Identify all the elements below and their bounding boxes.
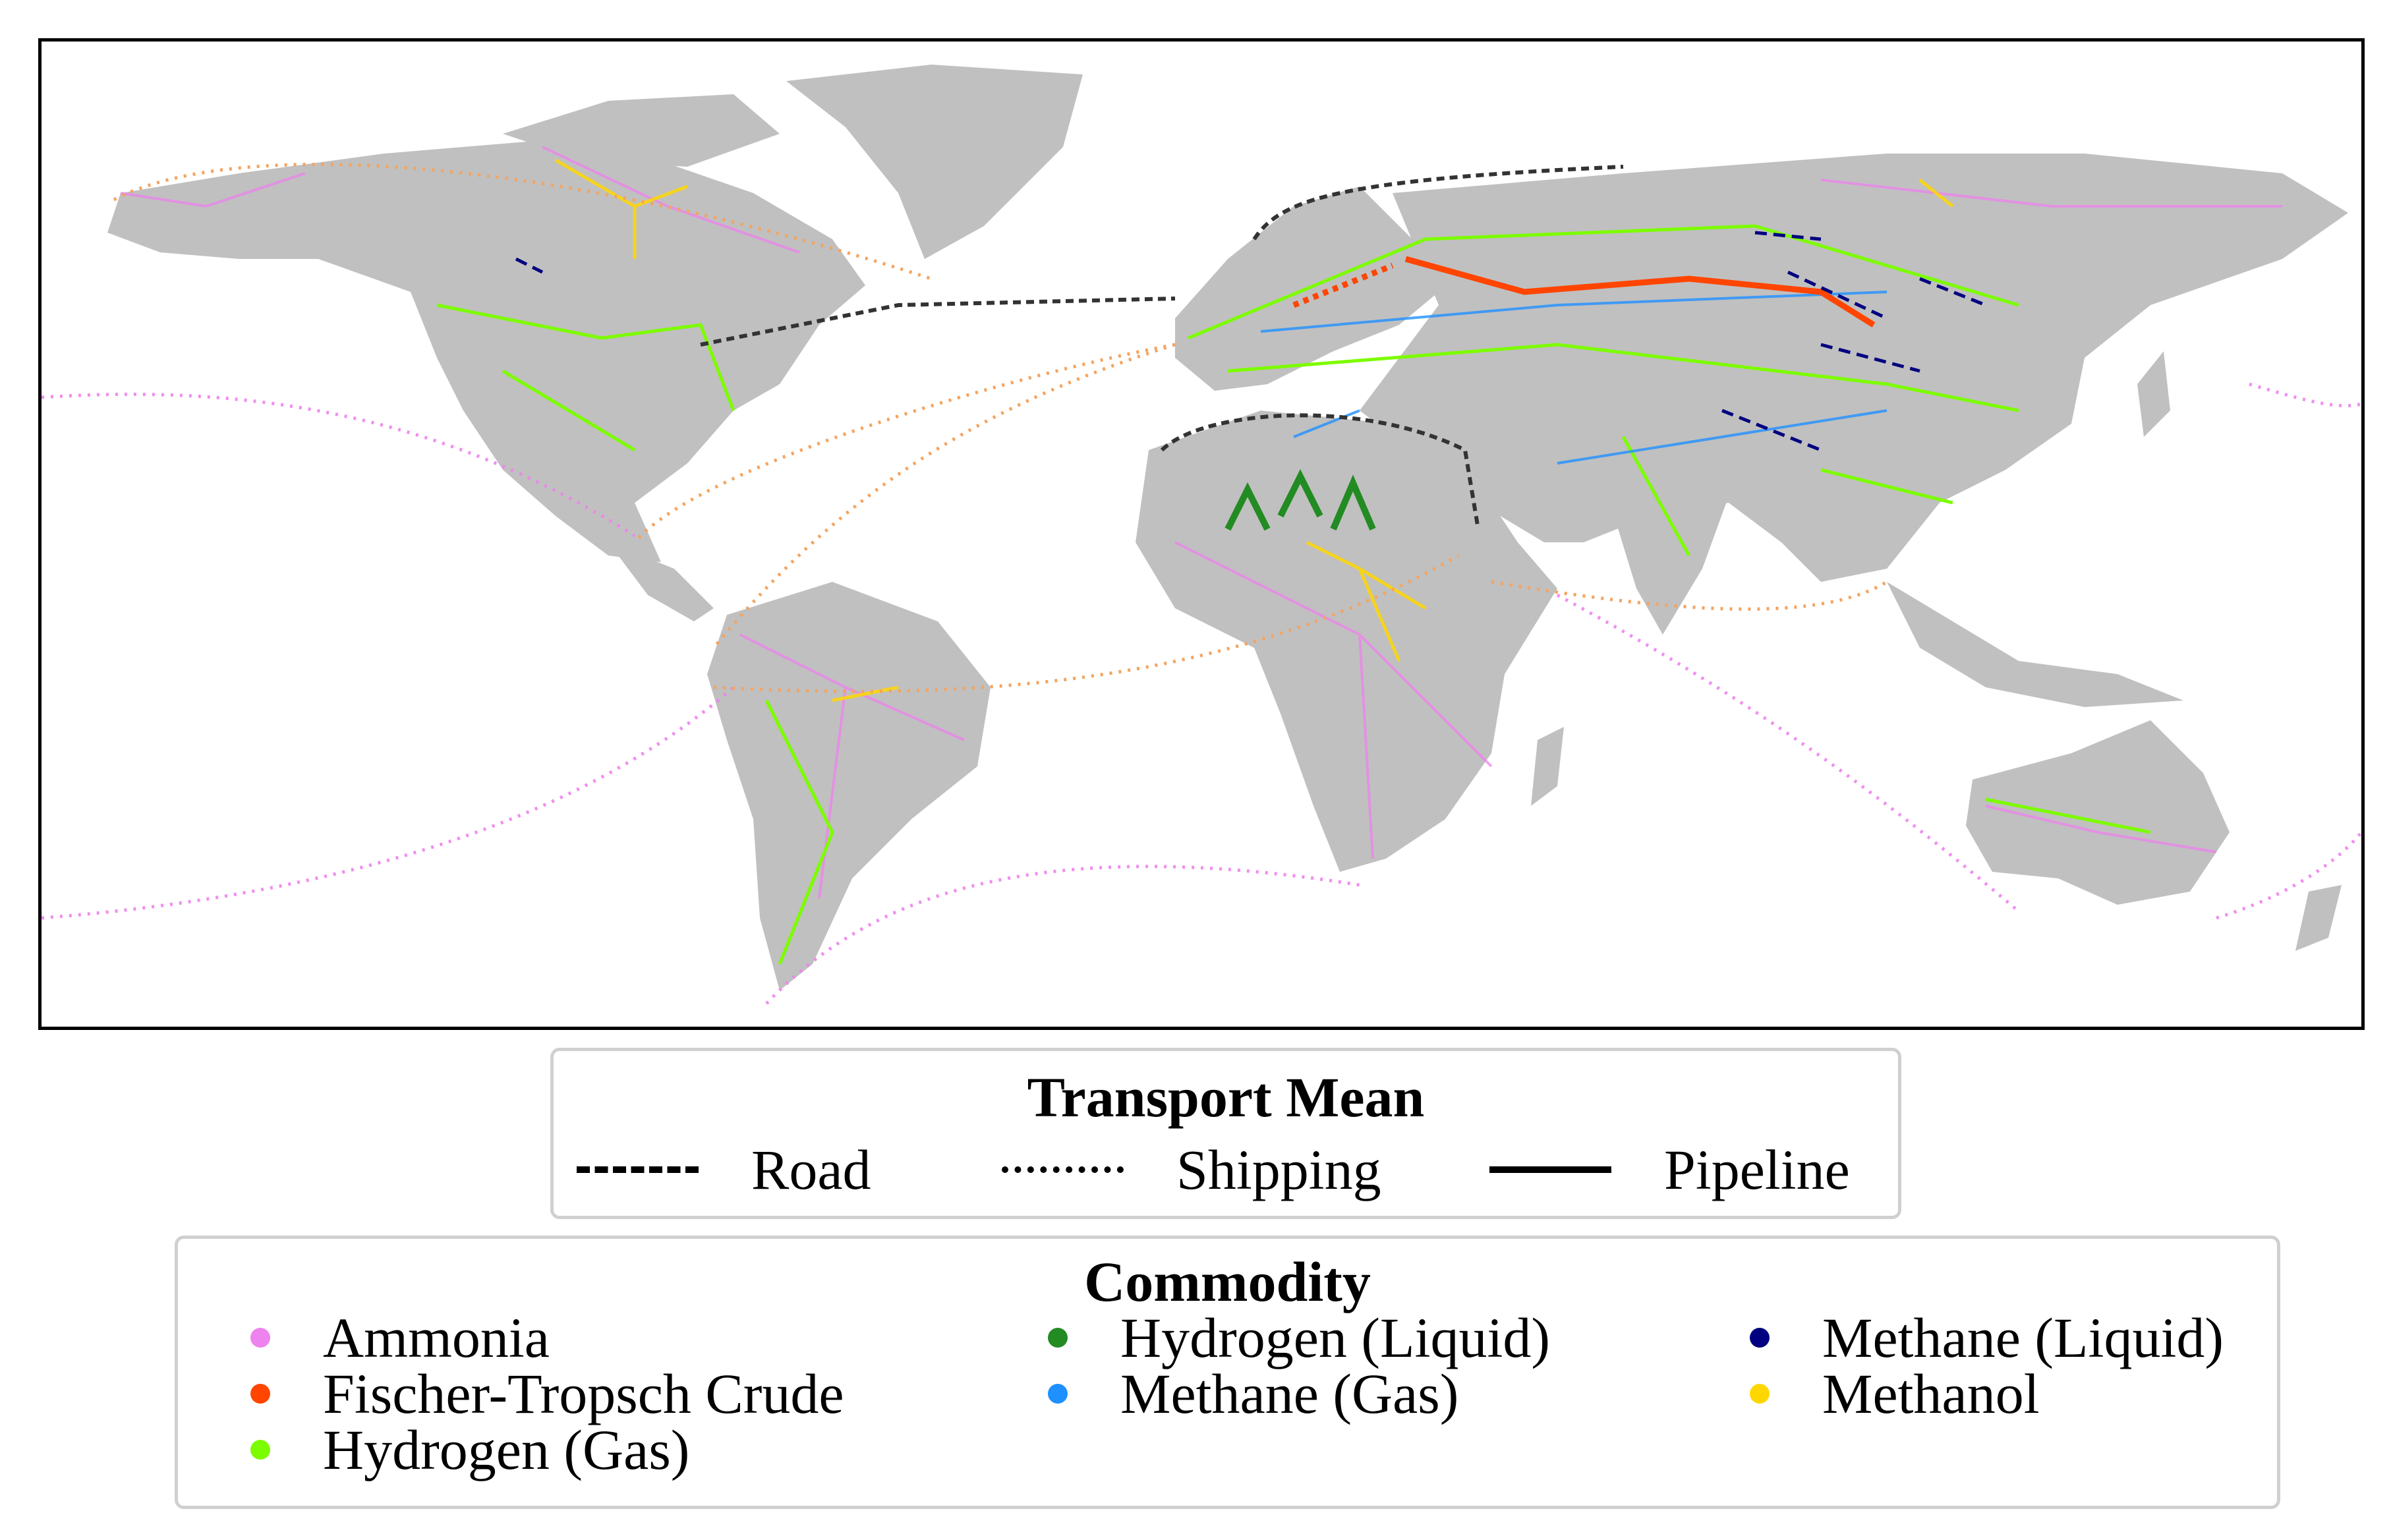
legend-entry-methane-liquid: Methane (Liquid) <box>1750 1305 2224 1371</box>
north-america <box>107 140 865 562</box>
legend-label-methane-liquid: Methane (Liquid) <box>1822 1306 2224 1369</box>
legend-entry-ammonia: Ammonia <box>250 1305 550 1371</box>
methane-liquid-marker <box>1750 1328 1770 1348</box>
legend-label-hydrogen-liquid: Hydrogen (Liquid) <box>1120 1306 1551 1369</box>
methanol-marker <box>1750 1384 1770 1404</box>
shipping-line-swatch <box>1002 1166 1124 1173</box>
southeast-asia <box>1887 582 2183 707</box>
legend-entry-pipeline: Pipeline <box>1489 1137 1850 1203</box>
hydrogen-liquid-routes <box>1224 469 1376 531</box>
land-layer <box>107 65 2348 990</box>
south-america <box>707 582 991 990</box>
legend-entry-hydrogen-gas: Hydrogen (Gas) <box>250 1417 689 1483</box>
methane-gas-marker <box>1048 1384 1068 1404</box>
methane-gas-routes <box>1260 291 1887 465</box>
hydrogen-liquid-marker <box>1048 1328 1068 1348</box>
central-america <box>608 542 714 621</box>
legend-label-shipping: Shipping <box>1176 1138 1381 1201</box>
ammonia-routes <box>120 146 2282 899</box>
legend-label-ammonia: Ammonia <box>323 1306 550 1369</box>
transport-legend-title: Transport Mean <box>1027 1066 1425 1129</box>
commodity-legend-title: Commodity <box>1084 1250 1371 1313</box>
madagascar <box>1531 727 1564 806</box>
legend-entry-road: Road <box>577 1137 871 1203</box>
legend-label-pipeline: Pipeline <box>1664 1138 1850 1201</box>
transport-legend: Transport Mean Road Shipping Pipeline <box>550 1048 1901 1219</box>
world-map <box>42 65 2361 1005</box>
road-line-swatch <box>577 1166 699 1173</box>
pipeline-line-swatch <box>1489 1166 1611 1173</box>
legend-entry-shipping: Shipping <box>1002 1137 1381 1203</box>
legend-entry-methanol: Methanol <box>1750 1361 2040 1427</box>
legend-entry-hydrogen-liquid: Hydrogen (Liquid) <box>1048 1305 1550 1371</box>
legend-label-road: Road <box>751 1138 871 1201</box>
asia <box>1360 154 2348 582</box>
arctic-islands <box>503 94 780 167</box>
legend-entry-methane-gas: Methane (Gas) <box>1048 1361 1458 1427</box>
commodity-legend: Commodity Ammonia Fischer-Tropsch Crude … <box>175 1236 2280 1509</box>
fischer-tropsch-routes <box>1292 256 1876 328</box>
australia <box>1966 720 2230 905</box>
legend-label-hydrogen-gas: Hydrogen (Gas) <box>323 1418 690 1481</box>
fischer-tropsch-marker <box>250 1384 270 1404</box>
map-panel <box>38 38 2365 1030</box>
india <box>1610 496 1729 635</box>
legend-label-methane-gas: Methane (Gas) <box>1120 1362 1459 1425</box>
legend-label-fischer-tropsch: Fischer-Tropsch Crude <box>323 1362 844 1425</box>
legend-entry-fischer-tropsch: Fischer-Tropsch Crude <box>250 1361 844 1427</box>
ammonia-shipping <box>42 382 2361 1005</box>
new-zealand <box>2295 885 2342 951</box>
japan <box>2137 351 2170 437</box>
greenland <box>786 65 1083 259</box>
legend-label-methanol: Methanol <box>1822 1362 2040 1425</box>
road-routes <box>700 165 1624 530</box>
ammonia-marker <box>250 1328 270 1348</box>
hydrogen-gas-routes <box>436 224 2151 965</box>
africa <box>1136 411 1557 872</box>
orange-shipping <box>113 162 1888 693</box>
hydrogen-gas-marker <box>250 1440 270 1460</box>
